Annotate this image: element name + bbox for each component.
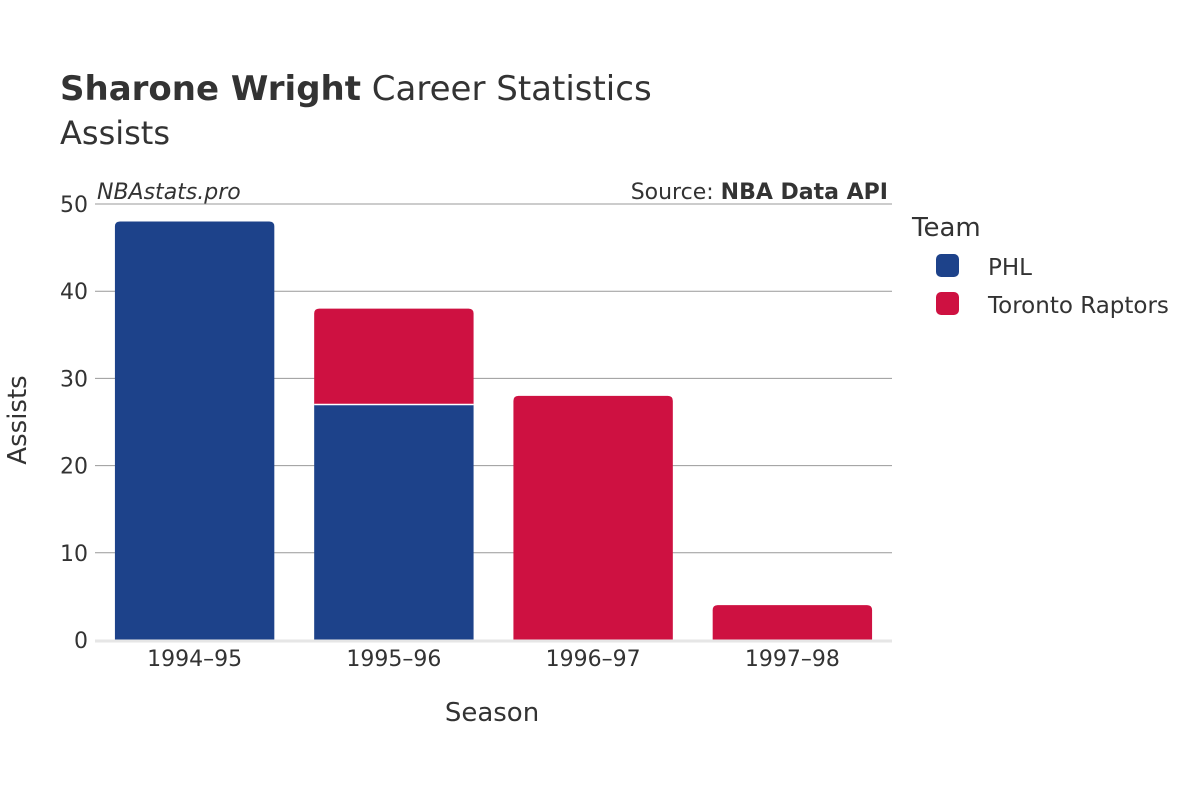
y-axis-label: Assists	[3, 375, 33, 464]
chart-title-rest: Career Statistics	[361, 69, 652, 109]
y-tick-label: 30	[60, 367, 88, 392]
watermark: NBAstats.pro	[97, 180, 241, 205]
x-tick-label: 1997–98	[745, 647, 840, 672]
bar-toronto-raptors-3[interactable]	[712, 605, 873, 640]
legend-label: PHL	[988, 255, 1032, 281]
y-tick-label: 20	[60, 455, 88, 480]
legend: Team PHL Toronto Raptors	[911, 213, 1169, 319]
bars	[114, 221, 873, 640]
source-name: NBA Data API	[721, 180, 888, 205]
chart-subtitle: Assists	[60, 114, 170, 152]
legend-swatch	[936, 292, 959, 315]
bar-phl-0[interactable]	[114, 221, 275, 640]
source-label: Source: NBA Data API	[631, 180, 888, 205]
chart-title: Sharone Wright Career Statistics	[60, 69, 652, 109]
legend-title: Team	[911, 213, 981, 243]
chart-title-player: Sharone Wright	[60, 69, 361, 109]
axes: 0 10 20 30 40 50 1994–95 1995–96 1996–97 1997–98	[60, 193, 892, 672]
y-tick-label: 10	[60, 542, 88, 567]
bar-phl-1[interactable]	[314, 404, 474, 640]
y-tick-label: 0	[74, 629, 88, 654]
x-tick-label: 1995–96	[346, 647, 441, 672]
x-axis-label: Season	[445, 698, 539, 728]
source-prefix: Source:	[631, 180, 721, 205]
legend-label: Toronto Raptors	[987, 293, 1169, 319]
x-tick-label: 1994–95	[147, 647, 242, 672]
x-tick-label: 1996–97	[546, 647, 641, 672]
y-tick-label: 50	[60, 193, 88, 218]
bar-toronto-raptors-2[interactable]	[513, 395, 673, 640]
legend-swatch	[936, 254, 959, 277]
y-tick-label: 40	[60, 280, 88, 305]
bar-toronto-raptors-1[interactable]	[314, 308, 474, 405]
